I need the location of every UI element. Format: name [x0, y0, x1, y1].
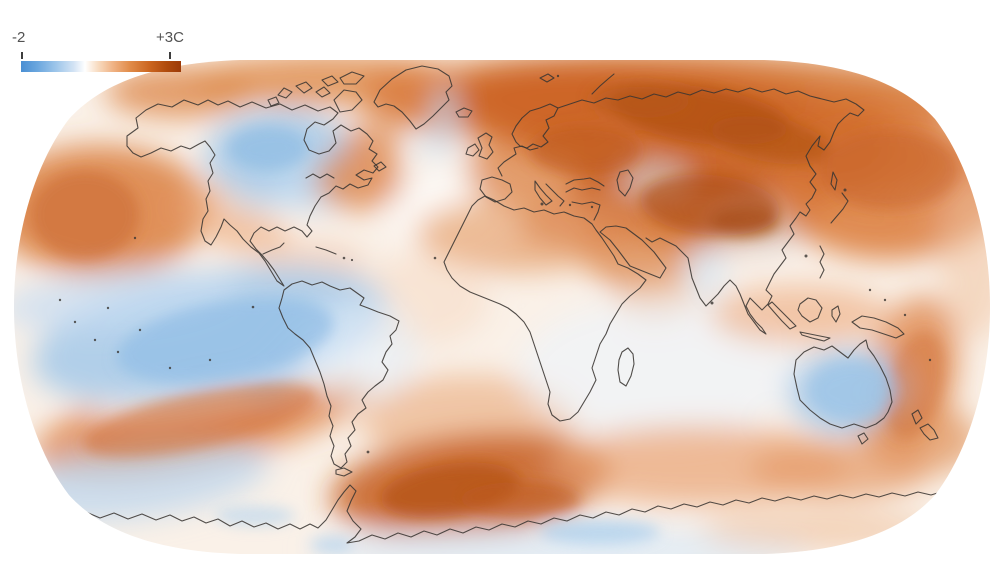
coastline-tasmania [857, 432, 869, 445]
coastline-uk [477, 132, 494, 160]
coastline-balkans-greece [545, 183, 565, 207]
coastline-black-sea [565, 177, 605, 193]
coral-sea-core-region [884, 331, 946, 439]
coastline-newfoundland [373, 161, 387, 172]
antarctica-right-warm-region [700, 512, 940, 548]
coastline-caspian [616, 169, 634, 197]
greenland-warm-region [365, 66, 455, 118]
legend-max-tick [169, 52, 171, 59]
coastline-tierra-del-fuego [335, 467, 353, 477]
se-pacific-cool-core-region [116, 297, 334, 383]
coastline-arctic-islands [267, 71, 365, 113]
ross-coast-cool-region [540, 520, 660, 544]
coastline-turkey-levant [571, 201, 601, 221]
australia-cool-core-region [810, 360, 894, 420]
legend-gradient-bar [21, 61, 181, 72]
indian-ocean-faint-region [520, 300, 800, 440]
coastline-yucatan [262, 242, 285, 255]
south-pacific-band-core-region [82, 382, 318, 458]
legend-min-label: -2 [12, 29, 26, 46]
coastline-scandinavia [511, 103, 559, 149]
coastline-ireland [465, 143, 480, 157]
nw-pacific-core-region [820, 130, 960, 210]
peninsula-east-cool-region [310, 537, 354, 553]
coastline-antarctica [57, 484, 983, 544]
east-europe-core-region [530, 125, 640, 175]
coastline-iceland [455, 107, 473, 118]
ne-pacific-core-region [30, 170, 140, 260]
coastline-philippines [819, 245, 825, 279]
legend-min-tick [21, 52, 23, 59]
indonesia-warm-region [710, 285, 890, 345]
temperature-legend: -2 +3C [12, 29, 203, 76]
coastline-great-lakes [305, 173, 335, 179]
west-antarctic-cool-region [215, 506, 295, 526]
coastline-borneo [797, 297, 823, 323]
siberia-core-east-region [710, 115, 830, 165]
canada-cool-core-region [228, 126, 308, 170]
island-dots [58, 74, 932, 454]
bering-warm-region [805, 95, 895, 135]
coastline-cuba [315, 246, 337, 255]
coastline-asia [557, 87, 865, 335]
coastline-north-america [126, 99, 379, 287]
deep-south-pacific-cool-region [14, 438, 269, 522]
mongolia-core-region [710, 206, 780, 238]
coastlines [57, 65, 983, 544]
coastline-greenland [373, 65, 453, 130]
coastline-sakhalin [830, 171, 838, 191]
coastline-svalbard [539, 73, 555, 83]
coastline-iberia [479, 176, 513, 203]
south-indian-warm-2-region [750, 440, 930, 500]
right-edge-warm-region [940, 180, 990, 340]
coastline-new-zealand [911, 409, 939, 441]
coastline-sumatra [767, 301, 797, 330]
coastline-africa [443, 195, 647, 422]
coastline-madagascar [617, 347, 635, 387]
coastline-new-guinea [851, 315, 905, 339]
north-atlantic-cool-region [414, 130, 458, 158]
coastline-south-america [278, 280, 400, 469]
coastline-novaya-zemlya [591, 73, 615, 95]
egypt-warm-region [520, 200, 640, 250]
japan-east-warm-region [810, 195, 930, 255]
weddell-core-east-region [460, 482, 580, 518]
siberia-core-west-region [590, 82, 690, 118]
nw-atlantic-warm-region [315, 150, 405, 210]
legend-max-label: +3C [156, 29, 184, 46]
coastline-italy [534, 180, 553, 206]
antarctica-interior-cool-region [310, 528, 810, 554]
coastline-sulawesi [831, 305, 841, 323]
coastline-japan [830, 192, 849, 224]
coastline-france-channel [497, 145, 539, 177]
coastline-java [799, 331, 831, 342]
coastline-australia [793, 339, 893, 429]
coastline-arabia [599, 225, 667, 279]
mexico-warm-region [210, 215, 290, 255]
